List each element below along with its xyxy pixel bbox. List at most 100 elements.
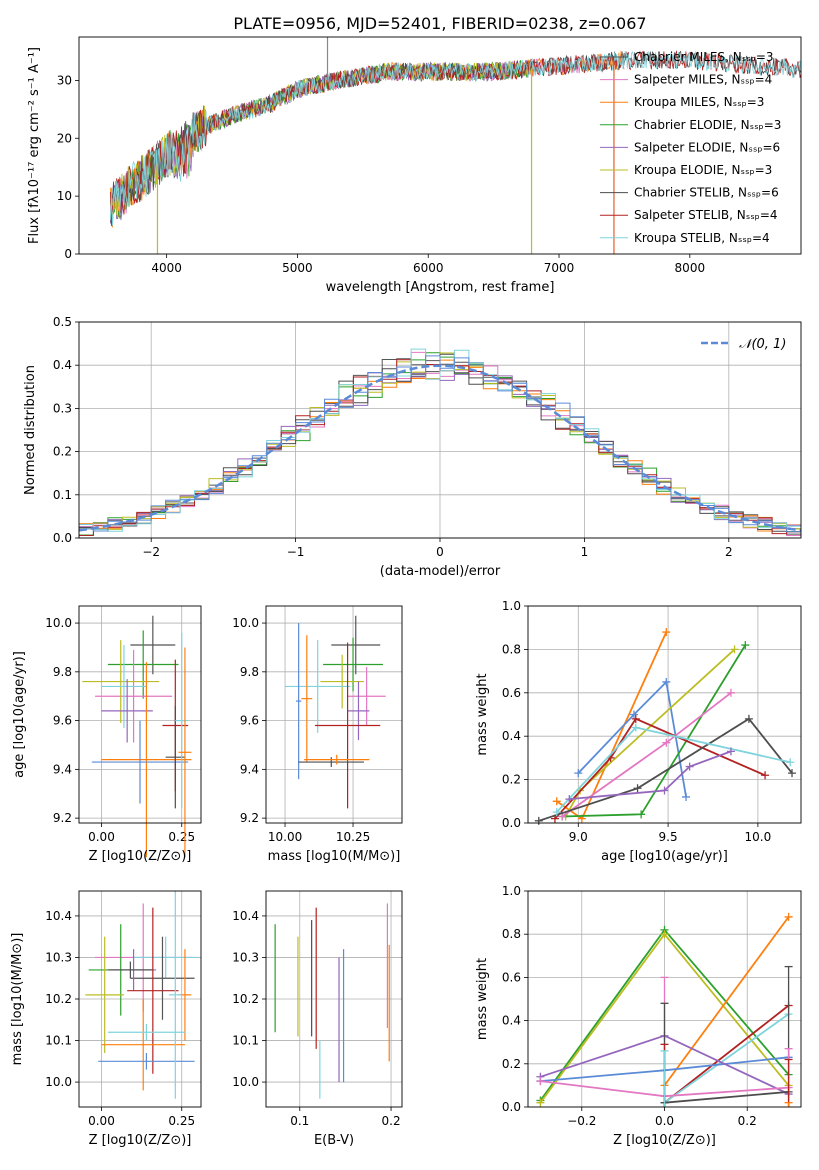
axes-frame [527, 605, 802, 824]
y-axis-label: Normed distribution [23, 365, 38, 495]
y-tick-label: 10.0 [232, 1075, 259, 1089]
y-tick-label: 0.0 [502, 1100, 521, 1114]
y-tick-label: 9.8 [240, 665, 259, 679]
y-tick-label: 10.3 [232, 950, 259, 964]
x-axis-label: Z [log10(Z/Z⊙)] [89, 849, 192, 864]
axes-frame [78, 36, 802, 255]
x-axis-label: E(B-V) [314, 1133, 354, 1148]
y-tick-label: 9.4 [53, 762, 72, 776]
legend-label: Chabrier MILES, Nₛₛₚ=3 [634, 50, 774, 64]
mass-weight-marker [552, 808, 561, 817]
y-tick-label: 0.1 [53, 488, 72, 502]
x-tick-label: 7000 [544, 261, 575, 275]
y-tick-label: 9.2 [240, 811, 259, 825]
mass-weight-marker [534, 816, 543, 825]
y-tick-label: 10.1 [232, 1034, 259, 1048]
mass-weight-marker [726, 688, 735, 697]
y-tick-label: 0.4 [502, 729, 521, 743]
y-tick-label: 0.2 [53, 445, 72, 459]
x-tick-label: 10.25 [336, 830, 370, 844]
y-tick-label: 30 [57, 73, 72, 87]
y-tick-label: 10.4 [45, 909, 72, 923]
x-tick-label: 9.0 [569, 830, 588, 844]
mass-weight-marker [631, 714, 640, 723]
x-tick-label: 9.5 [659, 830, 678, 844]
x-tick-label: 4000 [151, 261, 182, 275]
y-tick-label: 1.0 [502, 884, 521, 898]
legend-label: Chabrier ELODIE, Nₛₛₚ=3 [634, 118, 781, 132]
legend-label: Salpeter MILES, Nₛₛₚ=4 [634, 73, 772, 87]
x-tick-label: 0.25 [168, 830, 195, 844]
mass-weight-marker [633, 784, 642, 793]
axes-residuals: −2 −1 0 1 2 0.0 0.1 0.2 0.3 0.4 0.5 (data-model)/er… [23, 315, 802, 579]
x-tick-label: −1 [287, 545, 305, 559]
mass-weight-line [554, 717, 766, 820]
y-tick-label: 10 [57, 189, 72, 203]
y-tick-label: 0.8 [502, 642, 521, 656]
mass-weight-line [663, 916, 790, 1086]
y-tick-label: 1.0 [502, 599, 521, 613]
mass-weight-line [663, 1013, 790, 1104]
axes-frame [78, 890, 202, 1108]
x-tick-label: 0 [436, 545, 444, 559]
axes-age_vs_Z: 0.00 0.25 9.2 9.4 9.6 9.8 10.0 Z [log10(Z/Z⊙)] a… [12, 605, 202, 864]
mass-weight-line [569, 750, 732, 800]
axes-mass_vs_Z: 0.00 0.25 10.0 10.1 10.2 10.3 10.4 Z [log10(Z/Z… [10, 890, 202, 1148]
y-tick-label: 10.0 [45, 1075, 72, 1089]
mass-weight-marker [786, 758, 795, 767]
mass-weight-marker [660, 786, 669, 795]
y-tick-label: 0.0 [502, 816, 521, 830]
y-tick-label: 9.6 [240, 714, 259, 728]
x-tick-label: 0.00 [88, 1114, 115, 1128]
mass-weight-line [538, 717, 793, 822]
mass-weight-marker [662, 628, 671, 637]
x-tick-label: −0.2 [567, 1114, 596, 1128]
y-tick-label: 0.2 [502, 773, 521, 787]
y-tick-label: 0.0 [53, 531, 72, 545]
mass-weight-marker [788, 769, 797, 778]
mass-weight-marker [730, 645, 739, 654]
mass-weight-marker [682, 792, 691, 801]
mass-weight-marker [631, 723, 640, 732]
spectrum-line [110, 50, 801, 226]
x-tick-label: 5000 [282, 261, 313, 275]
y-axis-label: mass weight [475, 673, 490, 755]
axes-frame [265, 890, 403, 1108]
y-tick-label: 0.8 [502, 927, 521, 941]
x-axis-label: Z [log10(Z/Z⊙)] [613, 1133, 716, 1148]
y-tick-label: 0.5 [53, 315, 72, 329]
y-tick-label: 0.3 [53, 401, 72, 415]
y-tick-label: 0 [64, 247, 72, 261]
legend-label: Kroupa MILES, Nₛₛₚ=3 [634, 95, 764, 109]
axes-mass_vs_ebv: 0.1 0.2 10.0 10.1 10.2 10.3 10.4 E(B-V) [232, 890, 403, 1148]
x-tick-label: 0.1 [290, 1114, 309, 1128]
mass-weight-marker [744, 714, 753, 723]
x-tick-label: 1 [581, 545, 589, 559]
axes-age_vs_mass: 10.00 10.25 9.2 9.4 9.6 9.8 10.0 mass [log10(M/… [232, 605, 403, 864]
y-tick-label: 9.4 [240, 762, 259, 776]
y-tick-label: 10.0 [232, 616, 259, 630]
y-tick-label: 10.3 [45, 950, 72, 964]
y-tick-label: 0.4 [53, 358, 72, 372]
x-axis-label: wavelength [Angstrom, rest frame] [326, 280, 555, 295]
axes-frame [527, 890, 802, 1108]
x-axis-label: age [log10(age/yr)] [601, 849, 728, 864]
legend-label: Chabrier STELIB, Nₛₛₚ=6 [634, 186, 779, 200]
y-tick-label: 0.6 [502, 686, 521, 700]
mass-weight-marker [784, 912, 793, 921]
x-tick-label: −2 [142, 545, 160, 559]
spectrum-line [110, 50, 801, 227]
mass-weight-line [664, 1091, 789, 1104]
x-tick-label: 0.00 [88, 830, 115, 844]
mass-weight-line [556, 726, 791, 813]
legend-label: Salpeter STELIB, Nₛₛₚ=4 [634, 208, 778, 222]
y-tick-label: 10.0 [45, 616, 72, 630]
y-axis-label: Flux [fλ10⁻¹⁷ erg cm⁻² s⁻¹ A⁻¹] [27, 47, 42, 244]
mass-weight-marker [685, 762, 694, 771]
histogram-series [79, 355, 801, 536]
mass-weight-marker [662, 738, 671, 747]
y-tick-label: 9.2 [53, 811, 72, 825]
x-tick-label: 0.2 [382, 1114, 401, 1128]
y-tick-label: 0.4 [502, 1014, 521, 1028]
